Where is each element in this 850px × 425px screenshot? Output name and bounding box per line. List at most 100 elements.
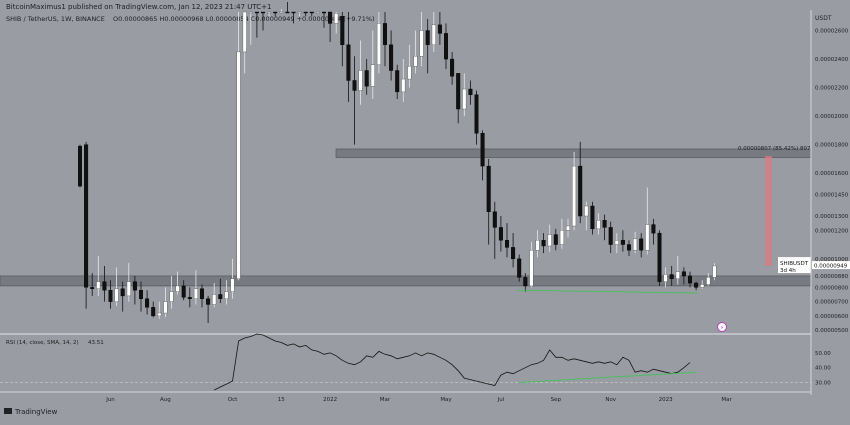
candle-body	[169, 291, 174, 302]
candle-body	[425, 30, 430, 46]
candle-body	[688, 275, 693, 284]
candle-body	[77, 145, 82, 187]
candle-body	[279, 11, 284, 14]
candle-body	[248, 11, 253, 14]
candle-body	[291, 11, 296, 14]
candle-body	[236, 51, 241, 279]
candle-body	[297, 11, 302, 14]
price-tick-label: 0.00002400	[815, 57, 849, 63]
price-tick-label: 0.00002000	[815, 114, 849, 120]
rsi-tick-label: 50.00	[815, 351, 831, 357]
candle-body	[480, 133, 485, 167]
candle-body	[181, 285, 186, 298]
candle-body	[90, 287, 95, 289]
candle-body	[492, 211, 497, 228]
candle-body	[712, 265, 717, 278]
candle-body	[407, 66, 412, 80]
rsi-divergence-line	[519, 371, 697, 384]
candle-body	[206, 298, 211, 305]
candle-body	[413, 56, 418, 67]
candle-body	[675, 271, 680, 279]
candle-body	[346, 44, 351, 81]
price-tick-label: 0.00000600	[815, 314, 849, 320]
candle-body	[608, 227, 613, 245]
time-tick-label: Jun	[105, 397, 115, 403]
candle-body	[175, 285, 180, 292]
candle-body	[590, 205, 595, 230]
price-tick-label: 0.00001800	[815, 143, 849, 149]
candle-body	[383, 23, 388, 46]
candle-body	[584, 205, 589, 217]
candle-body	[267, 11, 272, 14]
candle-body	[96, 281, 101, 289]
candle-body	[199, 288, 204, 299]
price-tick-label: 0.00001300	[815, 214, 849, 220]
candle-body	[285, 11, 290, 14]
candle-body	[468, 88, 473, 95]
candle-body	[517, 258, 522, 278]
candle-body	[602, 220, 607, 228]
candle-body	[163, 301, 168, 314]
candle-series	[77, 2, 717, 324]
candle-body	[358, 70, 363, 91]
time-tick-label: Mar	[721, 397, 732, 403]
candle-body	[151, 307, 156, 317]
candle-body	[187, 297, 192, 299]
price-tick-label: 0.00000800	[815, 285, 849, 291]
symbol-title: SHIB / TetherUS, 1W, BINANCE	[6, 15, 105, 23]
candle-body	[224, 291, 229, 299]
candle-body	[322, 11, 327, 14]
candle-body	[553, 234, 558, 245]
candle-body	[138, 290, 143, 299]
candle-body	[651, 224, 656, 234]
candle-body	[547, 234, 552, 247]
candle-body	[376, 23, 381, 65]
price-axis: USDT 0.00002600 0.00002400 0.00002200 0.0000…	[815, 15, 849, 334]
candle-body	[596, 220, 601, 230]
measure-label: 0.00000807 (85.42%) 807	[738, 146, 811, 152]
candle-body	[633, 238, 638, 251]
candle-body	[694, 282, 699, 288]
candle-body	[657, 232, 662, 282]
candle-body	[462, 88, 467, 110]
candle-body	[242, 11, 247, 53]
candle-body	[309, 11, 314, 14]
last-price-tag	[778, 257, 811, 274]
candle-body	[273, 11, 278, 14]
price-zones: 0.00000807 (85.42%) 807	[0, 146, 812, 287]
candle-body	[218, 294, 223, 299]
candle-body	[474, 94, 479, 134]
rsi-value: 43.51	[88, 340, 104, 346]
candle-body	[578, 165, 583, 217]
last-price-value: 0.00000949	[814, 263, 848, 269]
price-tick-label: 0.00000500	[815, 328, 849, 334]
candle-body	[364, 70, 369, 87]
candle-body	[706, 277, 711, 285]
time-tick-label: 2022	[323, 397, 337, 403]
time-tick-label: 2023	[659, 397, 673, 403]
candle-body	[120, 288, 125, 297]
candle-body	[102, 281, 107, 291]
candle-body	[645, 224, 650, 251]
price-tick-label: 0.00002600	[815, 29, 849, 35]
candle-body	[114, 288, 119, 302]
candle-body	[261, 11, 266, 14]
candle-body	[566, 225, 571, 231]
alert-icon[interactable]: ⚡	[717, 322, 727, 332]
time-tick-label: Sep	[551, 397, 562, 403]
candle-body	[681, 271, 686, 277]
candle-body	[535, 240, 540, 251]
candle-body	[212, 294, 217, 305]
candle-body	[395, 70, 400, 93]
candle-body	[572, 165, 577, 227]
candle-body	[303, 11, 308, 14]
candle-body	[145, 298, 150, 308]
candle-body	[132, 281, 137, 291]
price-tick-label: 0.00002200	[815, 86, 849, 92]
time-tick-label: Nov	[605, 397, 616, 403]
candle-body	[529, 250, 534, 287]
